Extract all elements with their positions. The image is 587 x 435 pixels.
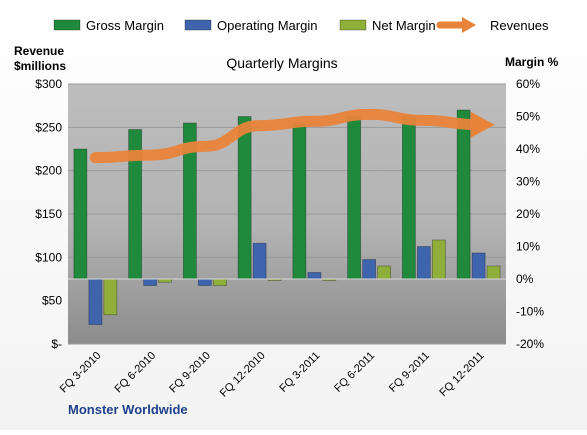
right-tick-label: 0% bbox=[516, 272, 534, 286]
legend-label: Operating Margin bbox=[217, 18, 317, 33]
legend-swatch bbox=[184, 19, 212, 31]
left-axis: $- $50 $100 $150 $200 $250 $300 bbox=[35, 77, 62, 351]
right-axis-label: Margin % bbox=[505, 55, 559, 69]
legend-label: Gross Margin bbox=[86, 18, 164, 33]
net-margin-bar bbox=[377, 265, 392, 280]
right-tick-label: -10% bbox=[516, 305, 544, 319]
left-tick-label: $100 bbox=[35, 250, 62, 264]
right-axis: -20% -10% 0% 10% 20% 30% 40% 50% 60% bbox=[516, 77, 544, 351]
net-margin-bar bbox=[486, 265, 501, 280]
footer-label: Monster Worldwide bbox=[68, 402, 188, 417]
operating-margin-bar bbox=[471, 252, 486, 280]
right-tick-label: 60% bbox=[516, 77, 540, 91]
operating-margin-bar bbox=[362, 259, 377, 280]
gross-margin-bar bbox=[292, 122, 307, 280]
left-tick-label: $- bbox=[51, 337, 62, 351]
operating-margin-bar bbox=[88, 278, 103, 325]
gross-margin-bar bbox=[347, 116, 362, 280]
left-tick-label: $50 bbox=[42, 294, 62, 308]
operating-margin-bar bbox=[307, 272, 322, 280]
revenue-arrowhead bbox=[470, 111, 495, 138]
operating-margin-bar bbox=[143, 278, 158, 286]
right-tick-label: 30% bbox=[516, 175, 540, 189]
right-tick-label: 10% bbox=[516, 240, 540, 254]
left-axis-label-line2: $millions bbox=[14, 59, 66, 73]
right-tick-label: 20% bbox=[516, 207, 540, 221]
legend-swatch bbox=[339, 19, 367, 31]
revenue-line-group bbox=[89, 108, 495, 164]
net-margin-bar bbox=[431, 239, 446, 280]
gross-margin-bar bbox=[73, 148, 88, 280]
legend-label: Net Margin bbox=[372, 18, 436, 33]
net-margin-bar bbox=[212, 278, 227, 286]
right-tick-label: -20% bbox=[516, 337, 544, 351]
chart-title: Quarterly Margins bbox=[226, 55, 337, 71]
legend-label: Revenues bbox=[490, 18, 549, 33]
operating-margin-bar bbox=[252, 242, 267, 280]
left-tick-label: $150 bbox=[35, 207, 62, 221]
revenue-line bbox=[89, 108, 485, 164]
gross-margin-bar bbox=[237, 116, 252, 280]
left-axis-label-line1: Revenue bbox=[14, 44, 64, 58]
legend-swatch bbox=[53, 19, 81, 31]
left-tick-label: $300 bbox=[35, 77, 62, 91]
legend-swatch-arrowhead bbox=[462, 17, 476, 33]
left-tick-label: $200 bbox=[35, 164, 62, 178]
gross-margin-bar bbox=[401, 116, 416, 280]
right-tick-label: 50% bbox=[516, 110, 540, 124]
legend: Gross Margin Operating Margin Net Margin Re… bbox=[53, 17, 549, 33]
gross-margin-bar bbox=[456, 109, 471, 280]
bar-series-group bbox=[68, 109, 506, 325]
left-tick-label: $250 bbox=[35, 120, 62, 134]
operating-margin-bar bbox=[197, 278, 212, 286]
operating-margin-bar bbox=[416, 246, 431, 280]
net-margin-bar bbox=[103, 278, 118, 316]
right-tick-label: 40% bbox=[516, 142, 540, 156]
